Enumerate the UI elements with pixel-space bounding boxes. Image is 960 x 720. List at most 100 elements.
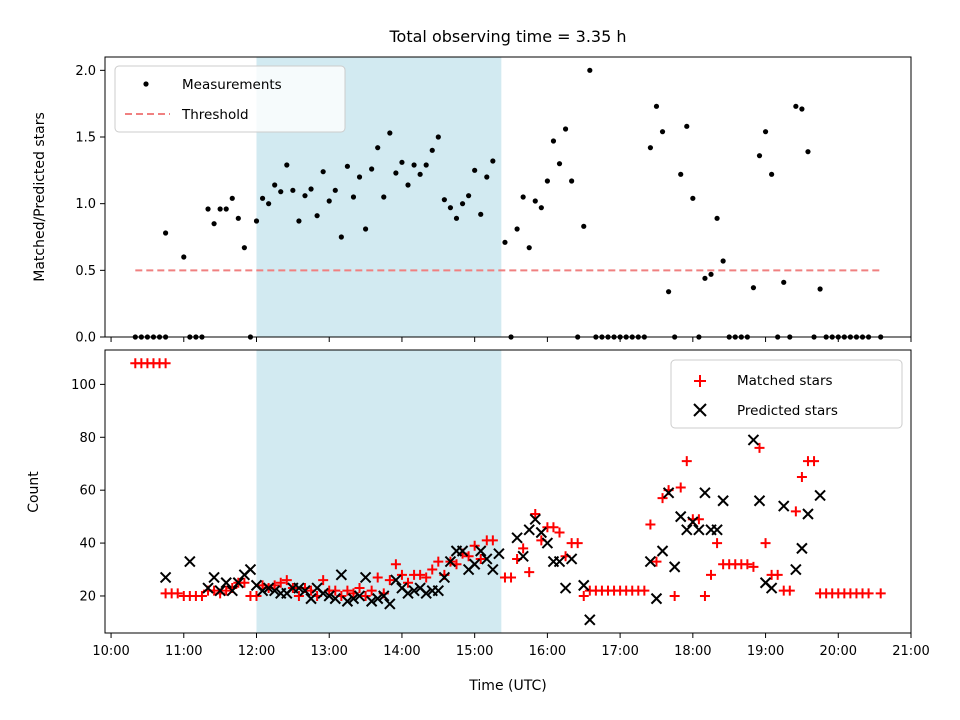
measurement-point <box>217 206 223 212</box>
predicted-star-point <box>475 545 487 557</box>
measurement-point <box>441 197 447 203</box>
matched-star-point <box>669 590 680 601</box>
measurement-point <box>453 215 460 221</box>
matched-star-point <box>469 540 480 551</box>
measurement-point <box>793 103 799 109</box>
predicted-star-point <box>299 584 311 597</box>
measurement-point <box>659 129 666 135</box>
measurement-point <box>278 189 284 195</box>
measurement-point <box>478 211 484 217</box>
matched-star-point <box>706 569 717 580</box>
predicted-star-point <box>244 563 257 576</box>
bottom-x-tick-label: 11:00 <box>165 644 202 659</box>
bottom-x-axis-label: Time (UTC) <box>468 678 546 694</box>
bottom-y-tick-label: 80 <box>79 431 96 446</box>
measurement-point <box>702 275 708 281</box>
predicted-star-point <box>717 495 729 507</box>
matched-star-point <box>396 569 407 580</box>
matched-star-point <box>421 572 432 583</box>
measurement-point <box>290 187 296 193</box>
predicted-star-point <box>341 595 354 607</box>
measurement-point <box>447 205 454 211</box>
predicted-star-point <box>578 579 590 592</box>
predicted-star-point <box>444 555 457 568</box>
predicted-star-point <box>765 582 778 594</box>
measurement-point <box>241 245 247 251</box>
matched-star-point <box>530 508 541 519</box>
measurement-point <box>399 159 405 165</box>
measurement-point <box>569 178 575 184</box>
measurement-point <box>417 171 423 177</box>
predicted-star-point <box>329 592 341 605</box>
predicted-star-point <box>220 577 232 589</box>
matched-star-point <box>160 358 171 369</box>
top-plot-frame <box>104 56 912 338</box>
top-legend-box <box>114 65 346 133</box>
predicted-star-point <box>559 582 572 594</box>
matched-star-point <box>318 575 329 586</box>
measurement-point <box>266 201 272 207</box>
measurement-point <box>284 162 290 168</box>
bottom-x-tick-label: 21:00 <box>892 644 929 659</box>
predicted-star-point <box>432 584 445 597</box>
predicted-star-point <box>553 555 566 568</box>
measurement-point <box>544 178 550 184</box>
legend-label-measurements: Measurements <box>182 77 282 93</box>
measurement-point <box>296 218 302 224</box>
matched-star-point <box>366 585 377 596</box>
predicted-star-point <box>481 553 493 565</box>
predicted-star-point <box>541 537 554 549</box>
matched-star-point <box>487 535 498 546</box>
measurement-point <box>272 182 278 188</box>
matched-star-point <box>196 590 207 601</box>
predicted-stars-points <box>159 434 826 626</box>
predicted-star-point <box>687 516 699 528</box>
bottom-x-tick-label: 19:00 <box>747 644 784 659</box>
measurement-point <box>223 206 229 212</box>
measurement-point <box>459 201 466 207</box>
legend-marker-predicted <box>693 403 707 417</box>
matched-star-point <box>651 556 662 567</box>
matched-star-point <box>681 456 692 467</box>
matched-star-point <box>403 577 414 588</box>
measurement-point <box>338 234 344 240</box>
measurement-point <box>320 169 326 175</box>
top-y-tick-label: 0.0 <box>75 331 96 346</box>
predicted-star-point <box>511 532 523 544</box>
matched-star-point <box>415 569 426 580</box>
predicted-star-point <box>656 545 669 557</box>
bottom-x-tick-label: 14:00 <box>383 644 420 659</box>
measurement-point <box>665 289 672 295</box>
predicted-star-point <box>323 590 335 602</box>
bottom-x-tick-label: 12:00 <box>238 644 275 659</box>
bottom-y-axis-label: Count <box>26 471 42 513</box>
measurement-point <box>538 205 544 211</box>
measurement-point <box>235 215 241 221</box>
matched-star-point <box>524 567 535 578</box>
predicted-star-point <box>359 571 372 584</box>
legend-marker-matched <box>694 375 706 387</box>
matched-star-point <box>748 561 759 572</box>
predicted-star-point <box>232 577 245 589</box>
matched-star-point <box>239 577 250 588</box>
predicted-star-point <box>268 584 281 597</box>
legend-marker-measurements <box>143 81 149 87</box>
predicted-star-point <box>523 524 535 536</box>
legend-label-matched: Matched stars <box>737 373 833 389</box>
measurement-point <box>762 129 769 135</box>
predicted-star-point <box>408 584 420 597</box>
matched-star-point <box>427 564 438 575</box>
predicted-star-point <box>184 555 196 568</box>
measurement-point <box>344 163 351 169</box>
predicted-star-point <box>747 434 760 446</box>
matched-star-point <box>384 575 395 586</box>
predicted-star-point <box>256 584 269 597</box>
matched-star-point <box>790 506 801 517</box>
matched-star-point <box>863 588 874 599</box>
matched-star-point <box>463 551 474 562</box>
measurement-point <box>720 258 726 264</box>
top-panel: 0.00.51.01.52.0 Matched/Predicted stars … <box>32 56 912 346</box>
matched-star-point <box>657 493 668 504</box>
measurement-point <box>514 226 520 232</box>
measurement-point <box>550 138 557 144</box>
